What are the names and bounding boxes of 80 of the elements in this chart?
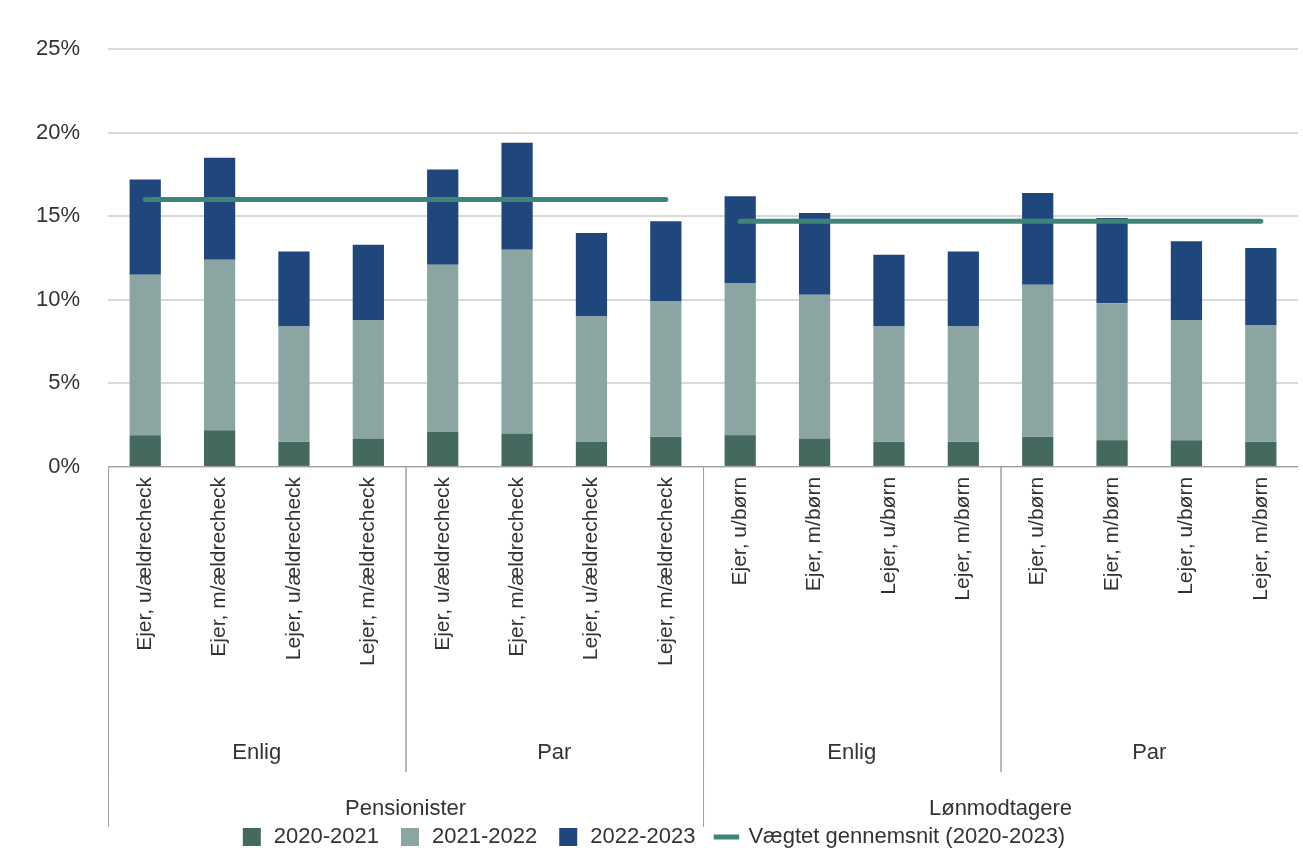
bar <box>1245 248 1277 325</box>
bar <box>1170 319 1203 441</box>
legend-label: 2022-2023 <box>590 823 696 849</box>
x-tick-label: Lejer, m/ældrecheck <box>355 476 379 667</box>
x-tick-label: Lejer, u/børn <box>875 476 899 595</box>
bar <box>352 244 384 320</box>
x-tick-label: Lejer, u/ældrecheck <box>280 476 304 661</box>
y-tick-label: 20% <box>35 118 81 144</box>
x-tick-label: Lejer, m/børn <box>950 476 974 601</box>
bar <box>798 212 831 295</box>
bar <box>352 319 384 439</box>
x-tick-label: Ejer, u/børn <box>727 476 750 586</box>
text: Par <box>1132 738 1167 764</box>
bar <box>203 157 236 260</box>
bar <box>1170 440 1203 466</box>
x-tick-label: Ejer, u/børn <box>1024 476 1048 586</box>
x-tick-label: Ejer, m/ældrecheck <box>206 476 230 657</box>
x-tick-label: Ejer, m/børn <box>1098 476 1122 592</box>
bar <box>129 274 161 436</box>
bar <box>203 430 236 466</box>
bar <box>575 441 608 466</box>
bar <box>1245 441 1277 466</box>
x-tick-label: Lejer, m/ældrecheck <box>652 476 676 667</box>
bar <box>129 179 161 275</box>
x-tick-label: Ejer, m/ældrecheck <box>503 476 527 657</box>
bar <box>427 264 459 432</box>
bar <box>1022 192 1054 285</box>
bar <box>427 169 459 265</box>
x-tick-label: Ejer, m/børn <box>801 476 825 592</box>
y-tick-label: 25% <box>35 35 81 61</box>
bar <box>1096 217 1128 304</box>
bar <box>1245 324 1277 442</box>
x-tick-label: Ejer, u/ældrecheck <box>132 476 156 651</box>
y-tick-label: 15% <box>35 202 81 228</box>
bar <box>873 441 905 466</box>
bar <box>427 431 459 466</box>
bar <box>947 251 979 327</box>
bar <box>650 436 682 466</box>
bar <box>724 283 756 436</box>
bar <box>798 438 831 466</box>
bar <box>798 294 831 439</box>
x-tick-label: Lejer, u/ældrecheck <box>578 476 602 661</box>
bar <box>1022 436 1054 466</box>
bar <box>1096 303 1128 441</box>
bar <box>1096 440 1128 466</box>
x-tick-label: Lejer, m/børn <box>1247 476 1271 601</box>
x-tick-label: Lejer, u/børn <box>1173 476 1197 595</box>
legend-label: Vægtet gennemsnit (2020-2023) <box>748 823 1066 849</box>
bar <box>501 142 533 250</box>
bar <box>352 438 384 466</box>
bar <box>575 233 608 317</box>
bar <box>650 221 682 302</box>
text: Par <box>537 738 572 764</box>
bar <box>278 326 310 442</box>
bar <box>501 433 533 466</box>
bar <box>1170 241 1203 320</box>
bar <box>724 196 756 284</box>
bar <box>129 435 161 466</box>
y-tick-label: 0% <box>48 452 81 478</box>
legend-label: 2020-2021 <box>273 823 380 849</box>
bar <box>278 251 310 327</box>
bar <box>203 259 236 431</box>
text: Enlig <box>232 738 282 764</box>
bar <box>873 254 905 327</box>
y-tick-label: 5% <box>48 369 81 395</box>
x-tick-label: Ejer, u/ældrecheck <box>429 476 453 651</box>
bar <box>501 249 533 434</box>
bar <box>650 301 682 437</box>
text: Lønmodtagere <box>928 794 1073 820</box>
text: Pensionister <box>344 794 467 820</box>
bar <box>1022 284 1054 437</box>
text: Enlig <box>827 738 877 764</box>
bar <box>724 435 756 466</box>
bar <box>947 441 979 466</box>
y-tick-label: 10% <box>35 285 81 311</box>
bar <box>575 316 608 442</box>
bar <box>947 326 979 442</box>
legend-label: 2021-2022 <box>432 823 538 849</box>
bar <box>278 441 310 466</box>
bar <box>873 326 905 442</box>
